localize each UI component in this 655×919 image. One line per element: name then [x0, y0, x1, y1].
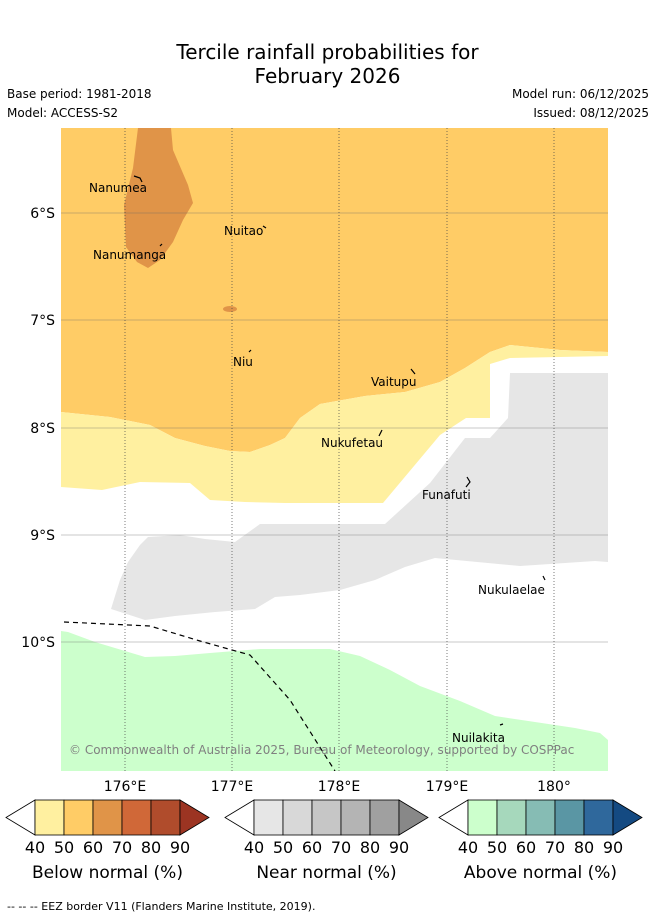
- colorbar-above-tick-40: 40: [457, 838, 479, 857]
- latitude-gridlines: [61, 212, 608, 643]
- lat-label-6s: 6°S: [30, 206, 55, 222]
- model-name: Model: ACCESS-S2: [7, 106, 119, 120]
- colorbar-below-cell-2: [63, 799, 94, 836]
- colorbar-above-tick-60: 60: [515, 838, 537, 857]
- colorbar-above-cell-3: [525, 799, 556, 836]
- lon-label-177e: 177°E: [211, 779, 254, 795]
- lat-label-8s: 8°S: [30, 421, 55, 437]
- below-normal-60-70-region: [124, 128, 193, 268]
- lat-label-10s: 10°S: [21, 635, 55, 651]
- island-niu: [248, 349, 252, 353]
- colorbar-below-tick-90: 90: [169, 838, 191, 857]
- colorbar-near-tick-80: 80: [359, 838, 381, 857]
- eez-border: [63, 621, 336, 771]
- colorbar-below-normal-label: Below normal (%): [32, 863, 183, 883]
- place-label-nukulaelae: Nukulaelae: [478, 583, 545, 597]
- map-title: Tercile rainfall probabilities for Febru…: [0, 40, 655, 88]
- place-label-vaitupu: Vaitupu: [371, 375, 417, 389]
- colorbar-above-tick-80: 80: [573, 838, 595, 857]
- colorbar-above-normal-label: Above normal (%): [463, 863, 618, 883]
- colorbar-above-tick-70: 70: [544, 838, 566, 857]
- colorbar-below-over-triangle: [179, 799, 210, 836]
- colorbar-below-tick-60: 60: [82, 838, 104, 857]
- colorbar-below-under-triangle: [5, 799, 36, 836]
- colorbar-below-normal: [5, 799, 210, 836]
- place-label-funafuti: Funafuti: [422, 488, 471, 502]
- colorbar-below-tick-50: 50: [53, 838, 75, 857]
- island-nukulaelae: [542, 575, 546, 581]
- colorbar-near-cell-2: [282, 799, 313, 836]
- lon-label-180: 180°: [537, 779, 571, 795]
- colorbar-near-cell-1: [253, 799, 284, 836]
- colorbar-above-cell-5: [583, 799, 614, 836]
- lat-label-9s: 9°S: [30, 528, 55, 544]
- island-nukufetau: [378, 429, 383, 437]
- place-label-niu: Niu: [233, 355, 253, 369]
- place-label-nuitao: Nuitao: [224, 224, 263, 238]
- issued-date: Issued: 08/12/2025: [533, 106, 649, 120]
- island-nanumea: [133, 175, 143, 183]
- place-label-nanumanga: Nanumanga: [93, 248, 166, 262]
- colorbar-above-over-triangle: [612, 799, 643, 836]
- colorbar-below-cell-5: [150, 799, 181, 836]
- colorbar-below-cell-4: [121, 799, 152, 836]
- colorbar-above-normal: [438, 799, 643, 836]
- colorbar-near-tick-40: 40: [243, 838, 265, 857]
- eez-footer-note: -- -- -- EEZ border V11 (Flanders Marine…: [7, 900, 316, 913]
- colorbar-above-cell-2: [496, 799, 527, 836]
- lon-label-179e: 179°E: [426, 779, 469, 795]
- copyright-notice: © Commonwealth of Australia 2025, Bureau…: [69, 743, 574, 757]
- colorbar-near-tick-50: 50: [272, 838, 294, 857]
- colorbar-above-tick-50: 50: [486, 838, 508, 857]
- colorbar-below-tick-40: 40: [24, 838, 46, 857]
- map-panel: Nanumea Nanumanga Nuitao Niu Vaitupu Nuk…: [61, 128, 608, 771]
- below-normal-40-50-region: [61, 128, 608, 452]
- longitude-gridlines: [124, 128, 555, 771]
- colorbar-below-tick-80: 80: [140, 838, 162, 857]
- title-line-1: Tercile rainfall probabilities for: [176, 40, 479, 64]
- colorbar-above-cell-1: [467, 799, 498, 836]
- place-label-nuilakita: Nuilakita: [452, 731, 505, 745]
- colorbar-near-cell-4: [340, 799, 371, 836]
- colorbar-above-under-triangle: [438, 799, 469, 836]
- title-line-2: February 2026: [254, 64, 401, 88]
- colorbar-below-cell-3: [92, 799, 123, 836]
- colorbar-near-tick-90: 90: [388, 838, 410, 857]
- colorbar-near-tick-70: 70: [330, 838, 352, 857]
- below-normal-weak-region: [61, 345, 608, 503]
- island-nanumanga: [159, 243, 163, 247]
- colorbar-near-cell-5: [369, 799, 400, 836]
- colorbar-above-cell-4: [554, 799, 585, 836]
- lat-label-7s: 7°S: [30, 313, 55, 329]
- colorbar-below-cell-1: [34, 799, 65, 836]
- island-nuilakita: [499, 723, 504, 726]
- lon-label-176e: 176°E: [104, 779, 147, 795]
- colorbar-near-under-triangle: [224, 799, 255, 836]
- colorbar-below-tick-70: 70: [111, 838, 133, 857]
- place-label-nukufetau: Nukufetau: [321, 436, 383, 450]
- colorbar-near-cell-3: [311, 799, 342, 836]
- base-period: Base period: 1981-2018: [7, 87, 152, 101]
- lon-label-178e: 178°E: [318, 779, 361, 795]
- island-vaitupu: [410, 368, 416, 375]
- above-normal-region: [61, 631, 608, 771]
- island-nuitao: [262, 225, 267, 229]
- below-normal-small-patch: [223, 306, 237, 312]
- colorbar-near-tick-60: 60: [301, 838, 323, 857]
- near-normal-region: [111, 373, 608, 620]
- colorbar-above-tick-90: 90: [602, 838, 624, 857]
- model-run: Model run: 06/12/2025: [511, 87, 649, 101]
- island-funafuti: [465, 476, 471, 488]
- island-outlines: [133, 175, 546, 726]
- colorbar-near-normal: [224, 799, 429, 836]
- colorbar-near-normal-label: Near normal (%): [256, 863, 397, 883]
- place-label-nanumea: Nanumea: [89, 181, 147, 195]
- colorbar-near-over-triangle: [398, 799, 429, 836]
